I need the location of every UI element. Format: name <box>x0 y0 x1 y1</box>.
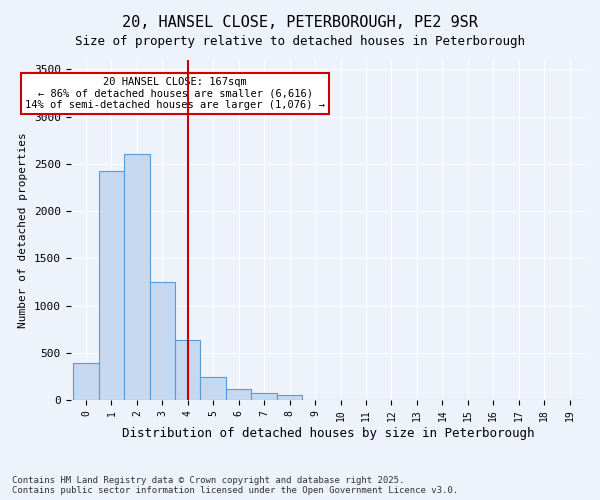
Y-axis label: Number of detached properties: Number of detached properties <box>19 132 28 328</box>
Text: 20 HANSEL CLOSE: 167sqm
← 86% of detached houses are smaller (6,616)
14% of semi: 20 HANSEL CLOSE: 167sqm ← 86% of detache… <box>25 77 325 110</box>
Bar <box>73 363 98 400</box>
Bar <box>226 388 251 400</box>
Text: 20, HANSEL CLOSE, PETERBOROUGH, PE2 9SR: 20, HANSEL CLOSE, PETERBOROUGH, PE2 9SR <box>122 15 478 30</box>
Text: Size of property relative to detached houses in Peterborough: Size of property relative to detached ho… <box>75 35 525 48</box>
Bar <box>200 378 226 400</box>
X-axis label: Distribution of detached houses by size in Peterborough: Distribution of detached houses by size … <box>122 427 534 440</box>
Bar <box>175 340 200 400</box>
Bar <box>98 172 124 400</box>
Text: Contains HM Land Registry data © Crown copyright and database right 2025.
Contai: Contains HM Land Registry data © Crown c… <box>12 476 458 495</box>
Bar <box>251 394 277 400</box>
Bar <box>124 154 149 400</box>
Bar <box>149 282 175 400</box>
Bar <box>277 396 302 400</box>
